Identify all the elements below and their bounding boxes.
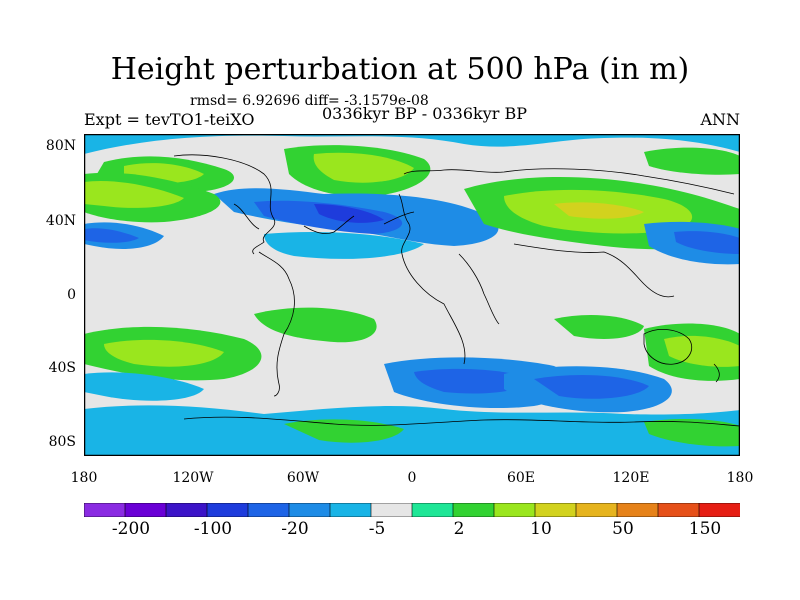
- colorbar-swatch: [247, 503, 290, 517]
- experiment-label: Expt = tevTO1-teiXO: [84, 110, 255, 129]
- plot-title: Height perturbation at 500 hPa (in m): [110, 52, 690, 87]
- period-label: 0336kyr BP - 0336kyr BP: [322, 104, 527, 123]
- x-tick-label: 180: [726, 470, 754, 486]
- season-label: ANN: [700, 110, 740, 129]
- colorbar-swatch: [616, 503, 659, 517]
- colorbar-swatch: [288, 503, 331, 517]
- colorbar-swatch: [452, 503, 495, 517]
- colorbar-swatch: [370, 503, 413, 517]
- x-tick-label: 60E: [506, 470, 536, 486]
- colorbar-swatch: [698, 503, 740, 517]
- colorbar-swatch: [575, 503, 618, 517]
- colorbar-swatch: [165, 503, 208, 517]
- colorbar-swatch: [411, 503, 454, 517]
- x-tick-label: 0: [407, 470, 417, 486]
- y-tick-label: 80N: [45, 138, 76, 154]
- rmsd-diff-stats: rmsd= 6.92696 diff= -3.1579e-08: [190, 93, 429, 109]
- map-panel: [84, 134, 740, 456]
- colorbar-label: -5: [368, 519, 386, 539]
- colorbar-label: 150: [688, 519, 722, 539]
- colorbar-label: 50: [612, 519, 634, 539]
- colorbar-label: 2: [453, 519, 465, 539]
- colorbar-swatch: [124, 503, 167, 517]
- colorbar: [84, 503, 740, 517]
- y-tick-label: 0: [67, 287, 76, 303]
- x-tick-label: 60W: [286, 470, 320, 486]
- colorbar-swatch: [206, 503, 249, 517]
- map-frame: [84, 134, 740, 456]
- y-tick-label: 80S: [48, 434, 76, 450]
- colorbar-swatch: [329, 503, 372, 517]
- colorbar-label: 10: [530, 519, 552, 539]
- contour-fill: [84, 134, 740, 456]
- colorbar-swatch: [534, 503, 577, 517]
- colorbar-swatch: [493, 503, 536, 517]
- colorbar-label: -100: [193, 519, 233, 539]
- coastlines: [173, 154, 740, 427]
- colorbar-swatch: [657, 503, 700, 517]
- x-tick-label: 120W: [172, 470, 214, 486]
- y-tick-label: 40S: [48, 360, 76, 376]
- colorbar-label: -20: [281, 519, 309, 539]
- colorbar-label: -200: [111, 519, 151, 539]
- x-tick-label: 180: [70, 470, 98, 486]
- colorbar-swatch: [84, 503, 126, 517]
- x-tick-label: 120E: [612, 470, 650, 486]
- y-tick-label: 40N: [45, 213, 76, 229]
